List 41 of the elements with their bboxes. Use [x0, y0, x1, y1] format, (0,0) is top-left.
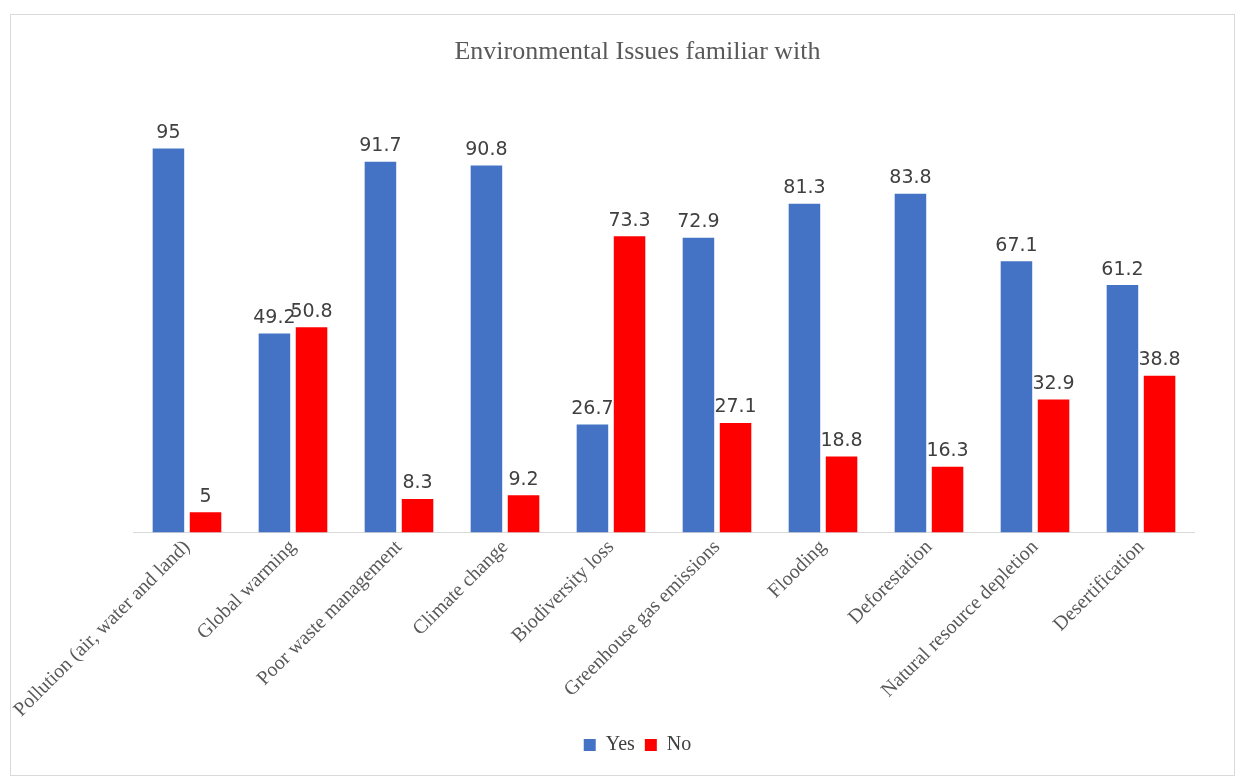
legend-label: Yes: [605, 732, 636, 755]
data-label: 26.7: [571, 396, 614, 419]
legend-label: No: [666, 732, 692, 755]
bar: [1143, 375, 1176, 533]
data-label: 83.8: [889, 165, 932, 188]
data-label: 8.3: [402, 470, 433, 493]
bar: [295, 327, 328, 533]
bar: [258, 333, 291, 533]
bar: [1037, 399, 1070, 533]
data-label: 67.1: [995, 232, 1038, 255]
bar: [189, 512, 222, 533]
data-label: 91.7: [359, 133, 402, 156]
data-label: 9.2: [508, 466, 539, 489]
bar: [894, 193, 927, 533]
bar: [788, 203, 821, 533]
data-label: 61.2: [1101, 256, 1144, 279]
data-label: 95: [156, 119, 181, 142]
data-label: 38.8: [1138, 347, 1181, 370]
bar: [719, 422, 752, 533]
data-label: 5: [199, 483, 212, 506]
data-label: 81.3: [783, 175, 826, 198]
data-label: 73.3: [608, 207, 651, 230]
data-label: 72.9: [677, 209, 720, 232]
data-label: 32.9: [1032, 370, 1075, 393]
data-label: 27.1: [714, 394, 757, 417]
bar: [507, 495, 540, 533]
bar: [1000, 261, 1033, 533]
bar: [931, 466, 964, 533]
bar: [613, 236, 646, 533]
data-label: 90.8: [465, 136, 508, 159]
bar: [364, 161, 397, 533]
chart-title: Environmental Issues familiar with: [454, 36, 821, 66]
data-label: 16.3: [926, 438, 969, 461]
data-label: 18.8: [820, 427, 863, 450]
bar: [576, 424, 609, 533]
bar: [470, 165, 503, 533]
bar: [401, 498, 434, 533]
bar: [825, 456, 858, 533]
bar: [152, 148, 185, 533]
bar: [682, 237, 715, 533]
bar: [1106, 285, 1139, 533]
